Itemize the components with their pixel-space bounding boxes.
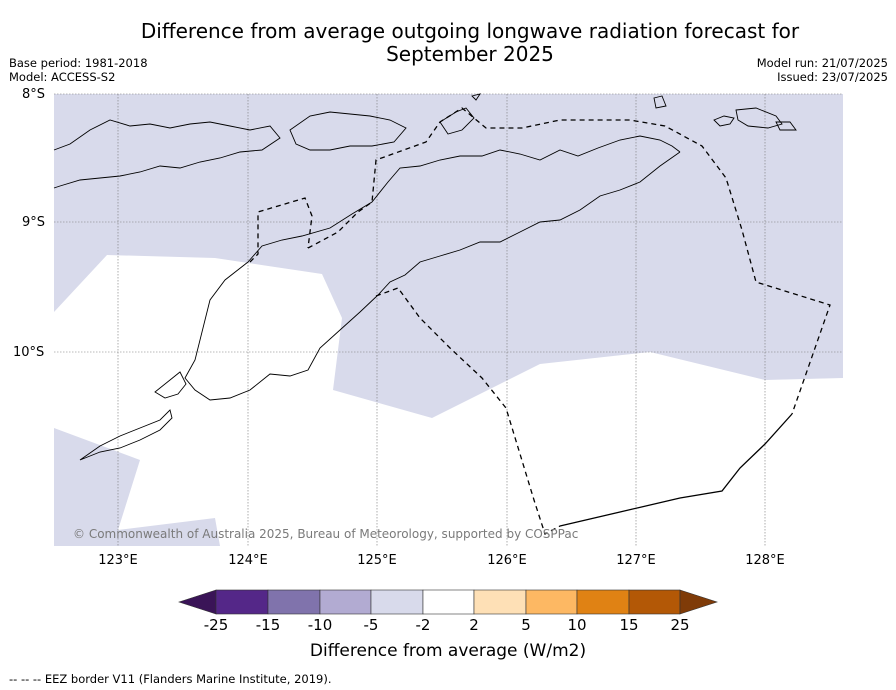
colorbar-tick: -10 — [307, 616, 333, 634]
coastline-island-small — [471, 93, 482, 101]
lat-label-8s: 8°S — [22, 87, 46, 102]
coastline-island-ne-3 — [775, 121, 797, 131]
eez-border-south — [375, 287, 561, 535]
colorbar-tick: 2 — [469, 616, 479, 634]
graticule — [54, 93, 843, 546]
lon-label-123e: 123°E — [98, 553, 138, 568]
colorbar-bin-1 — [215, 589, 269, 615]
map-area — [53, 93, 843, 547]
colorbar-extend-low — [178, 589, 217, 615]
lon-label-124e: 124°E — [228, 553, 268, 568]
colorbar-bin-3 — [319, 589, 372, 615]
colorbar-tick: -25 — [203, 616, 229, 634]
colorbar — [178, 589, 718, 615]
colorbar-bin-2 — [267, 589, 321, 615]
meta-right: Model run: 21/07/2025 Issued: 23/07/2025 — [757, 56, 888, 84]
lon-label-128e: 128°E — [745, 553, 785, 568]
colorbar-bin-5 — [422, 589, 475, 615]
colorbar-bin-9 — [628, 589, 681, 615]
colorbar-tick: 10 — [567, 616, 587, 634]
colorbar-bin-4 — [370, 589, 424, 615]
lat-label-9s: 9°S — [22, 215, 46, 230]
issued-date: Issued: 23/07/2025 — [777, 70, 888, 84]
colorbar-bin-8 — [576, 589, 630, 615]
colorbar-bin-7 — [525, 589, 578, 615]
colorbar-bin-6 — [473, 589, 527, 615]
eez-border-north — [249, 107, 831, 415]
coastlines — [53, 93, 797, 461]
colorbar-tick: 25 — [670, 616, 690, 634]
coastline-island-ne-2 — [713, 115, 735, 127]
title-line-1: Difference from average outgoing longwav… — [140, 19, 800, 43]
model-name: Model: ACCESS-S2 — [9, 70, 116, 84]
coastline-sawu — [79, 409, 173, 461]
model-run: Model run: 21/07/2025 — [756, 56, 888, 70]
coastline-timor-north — [247, 135, 681, 263]
colorbar-tick: -5 — [363, 616, 379, 634]
coastline-north-islands-2 — [289, 111, 407, 151]
coastline-rote — [154, 371, 187, 399]
colorbar-extend-high — [679, 589, 718, 615]
coastline-timor-south — [184, 151, 681, 401]
meta-left: Base period: 1981-2018 Model: ACCESS-S2 — [9, 56, 148, 84]
coastline-north-islands-1 — [53, 119, 281, 189]
base-period: Base period: 1981-2018 — [9, 56, 148, 70]
copyright-notice: © Commonwealth of Australia 2025, Bureau… — [73, 527, 579, 541]
colorbar-tick: -15 — [255, 616, 281, 634]
anomaly-region-negative — [54, 94, 843, 418]
colorbar-label: Difference from average (W/m2) — [309, 641, 587, 661]
eez-border — [249, 107, 831, 535]
lat-label-10s: 10°S — [13, 345, 45, 360]
anomaly-region-negative-sw — [54, 428, 220, 546]
colorbar-tick: 5 — [521, 616, 531, 634]
eez-footnote: -- -- -- EEZ border V11 (Flanders Marine… — [9, 672, 332, 686]
lon-label-126e: 126°E — [487, 553, 527, 568]
coastline-island-ne-1 — [735, 107, 783, 129]
colorbar-tick: 15 — [619, 616, 639, 634]
eez-border-solid — [559, 413, 793, 527]
lon-label-127e: 127°E — [616, 553, 656, 568]
map-title: Difference from average outgoing longwav… — [100, 20, 840, 66]
title-line-2: September 2025 — [386, 42, 554, 66]
colorbar-tick: -2 — [415, 616, 431, 634]
lon-label-125e: 125°E — [357, 553, 397, 568]
coastline-island-n — [653, 95, 667, 109]
